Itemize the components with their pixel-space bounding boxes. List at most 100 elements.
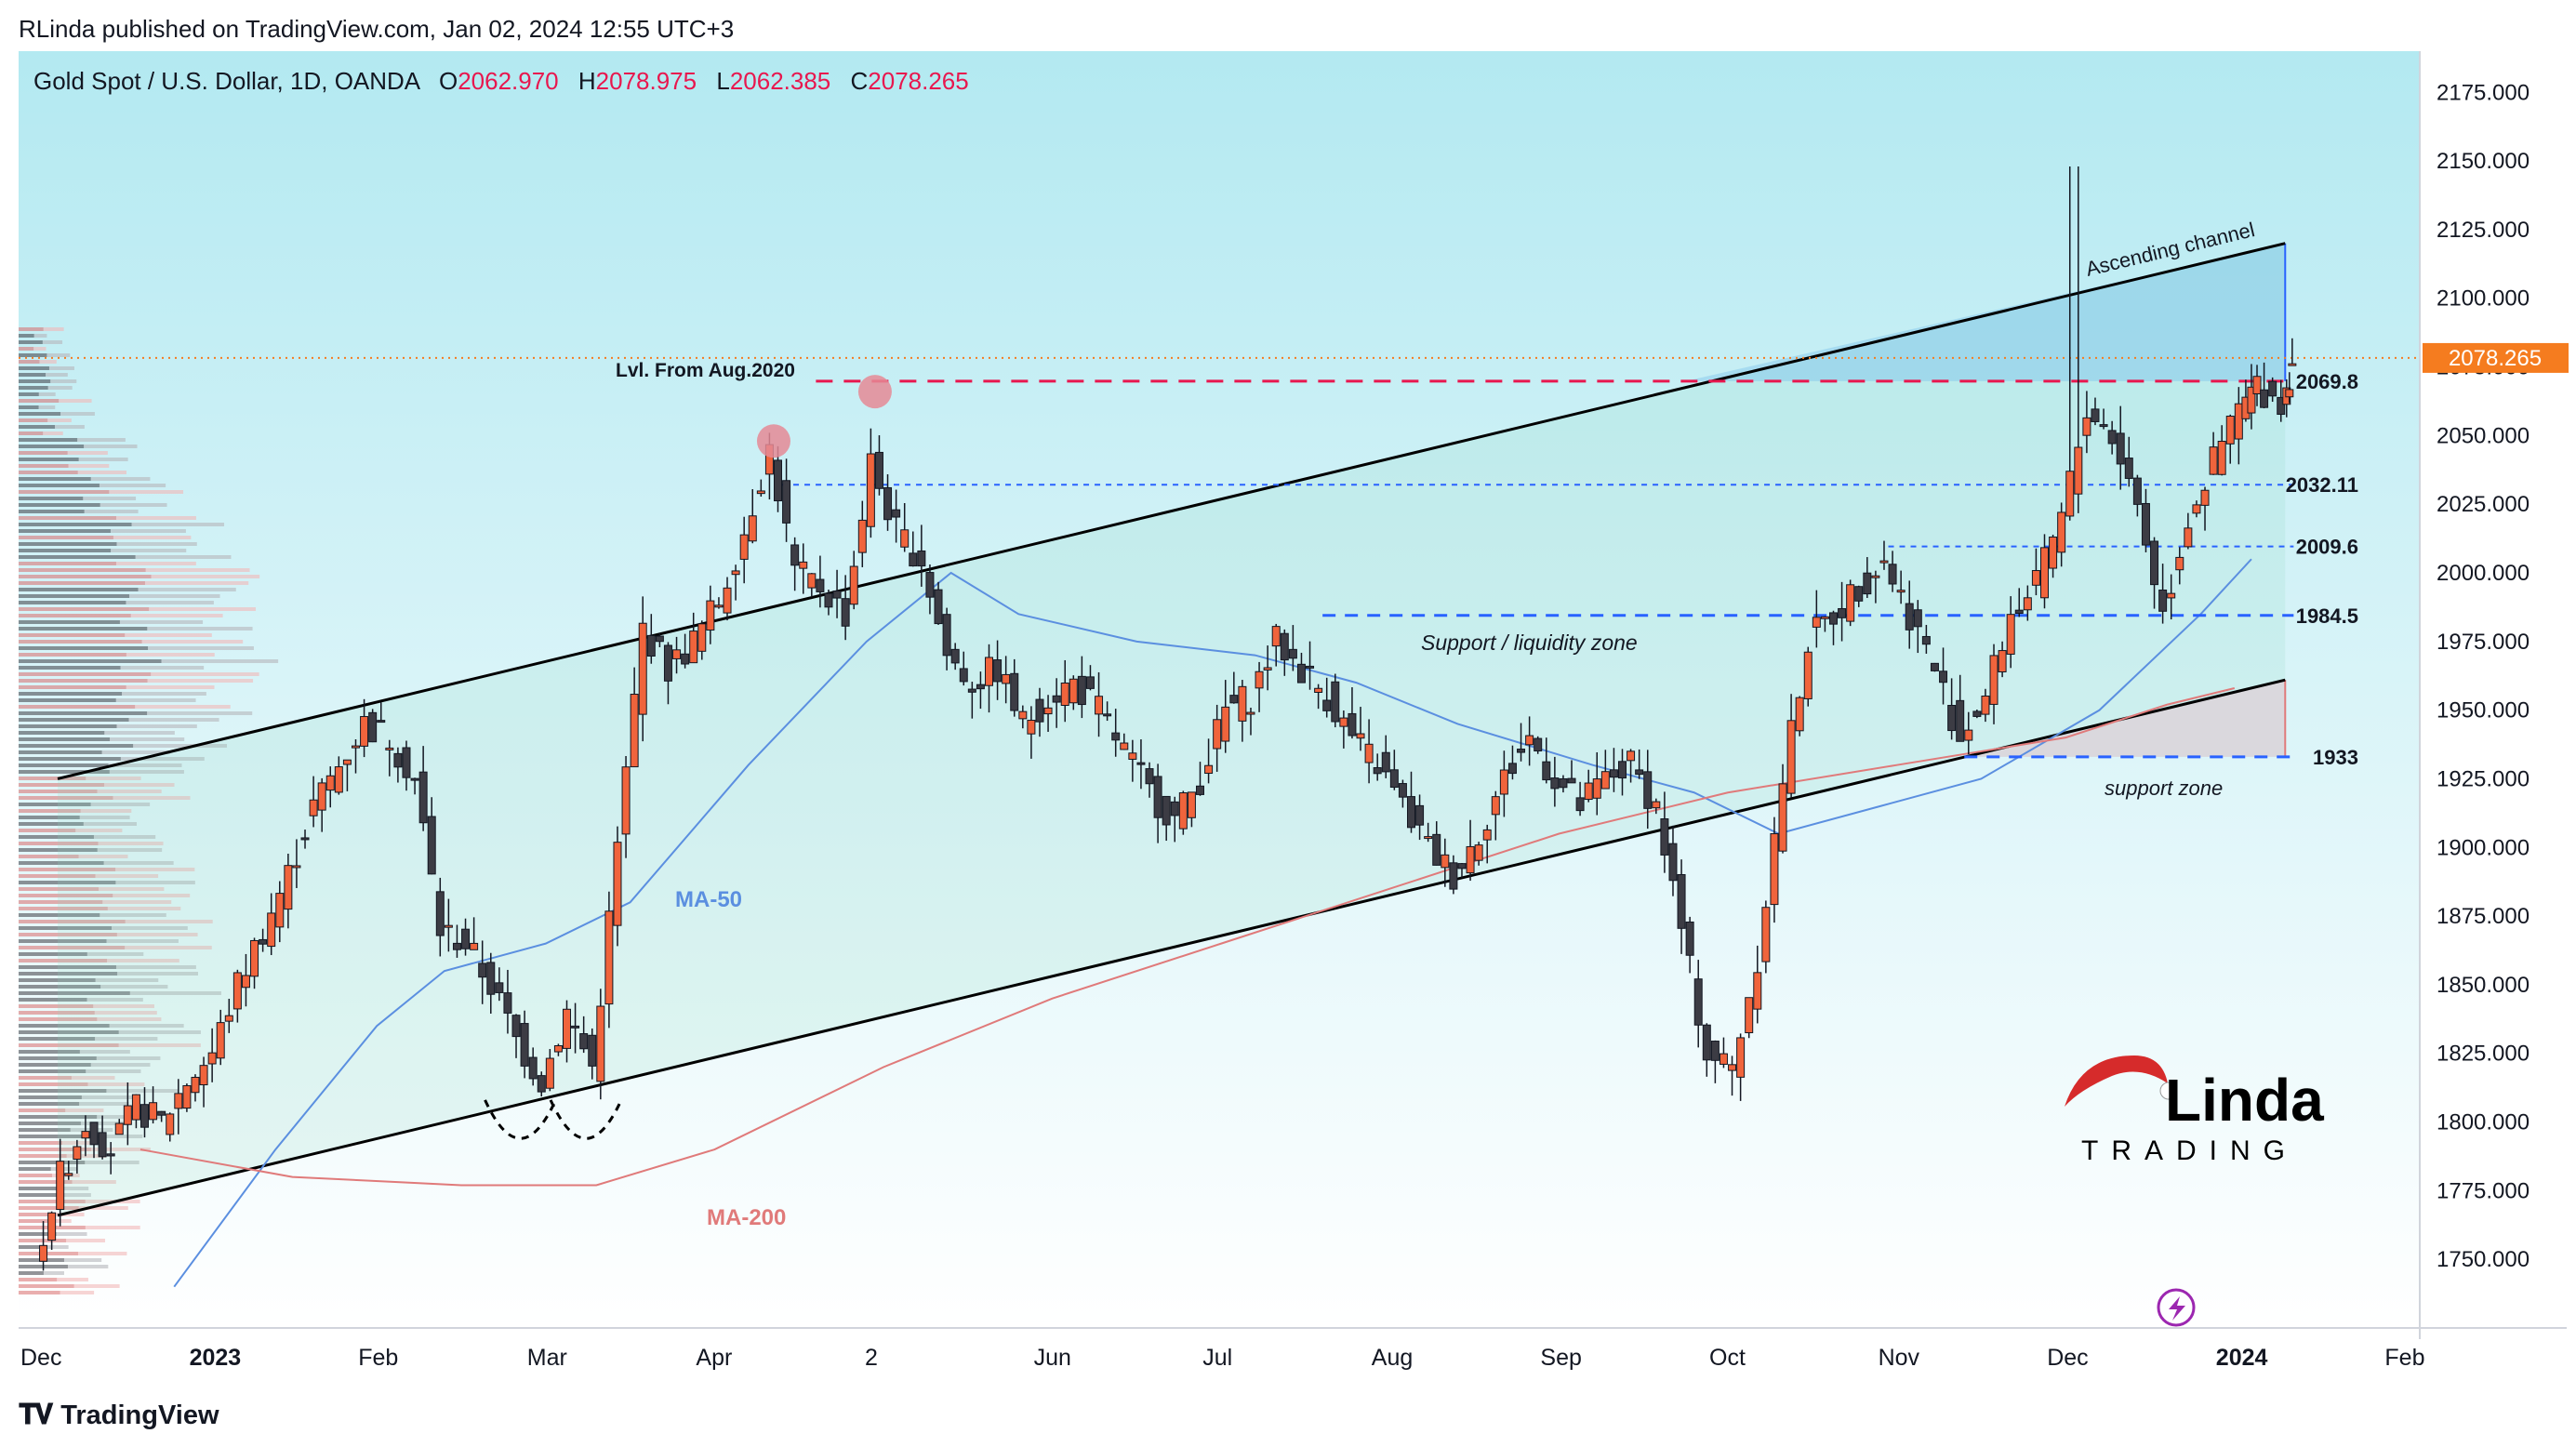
volume-profile-bar xyxy=(90,803,151,806)
resistance-touch-marker xyxy=(857,375,892,409)
candle-body xyxy=(377,720,386,724)
volume-profile-bar xyxy=(129,991,221,995)
ma-200-line xyxy=(139,687,2236,1187)
candle-body xyxy=(2247,386,2256,414)
candle-body xyxy=(2175,556,2184,571)
candle-body xyxy=(663,644,672,682)
x-tick-label: Oct xyxy=(1709,1345,1746,1371)
volume-profile-bar xyxy=(148,646,254,650)
candle-body xyxy=(1491,796,1500,816)
candle-body xyxy=(621,766,631,835)
candle-body xyxy=(1238,685,1247,722)
volume-profile-bar xyxy=(109,490,184,494)
volume-profile-bar xyxy=(144,581,249,585)
volume-profile-bar xyxy=(115,562,196,565)
candle-body xyxy=(782,480,791,524)
candle-body xyxy=(334,766,343,793)
volume-profile-bar xyxy=(19,464,69,468)
candle-body xyxy=(1710,1041,1720,1061)
high-value: 2078.975 xyxy=(595,67,697,95)
volume-profile-bar xyxy=(120,666,205,670)
volume-profile-bar xyxy=(46,353,71,357)
candle-body xyxy=(2091,408,2100,422)
volume-profile-bar xyxy=(104,731,175,735)
candle-body xyxy=(655,635,664,643)
volume-profile-bar xyxy=(116,516,196,520)
channel-top-trendline xyxy=(57,242,2286,780)
candle-body xyxy=(2040,547,2049,599)
candle-body xyxy=(73,1146,82,1161)
candle-body xyxy=(1871,575,1880,578)
candle-body xyxy=(1913,609,1922,628)
candle-body xyxy=(723,587,732,614)
candle-body xyxy=(942,614,951,657)
candle-body xyxy=(2234,403,2243,440)
volume-profile-bar xyxy=(19,1180,73,1184)
candle-body xyxy=(402,747,411,778)
volume-profile-bar xyxy=(19,1082,88,1086)
volume-profile-bar xyxy=(19,926,113,930)
candle-body xyxy=(275,893,285,928)
candle-body xyxy=(1846,584,1855,622)
candle-body xyxy=(596,1005,605,1082)
tradingview-footer[interactable]: 𝐓𝐕 TradingView xyxy=(19,1400,219,1431)
candle-body xyxy=(883,486,893,521)
candle-body xyxy=(857,519,867,553)
ma50-label: MA-50 xyxy=(675,887,742,912)
volume-profile-bar xyxy=(19,445,85,448)
volume-profile-bar xyxy=(19,1135,87,1138)
volume-profile-bar xyxy=(73,1284,120,1288)
volume-profile-bar xyxy=(38,405,56,409)
candle-body xyxy=(300,837,310,841)
candle-body xyxy=(967,688,976,693)
candle-body xyxy=(1517,749,1526,753)
volume-profile-bar xyxy=(19,1161,86,1164)
x-tick-label: Dec xyxy=(2047,1345,2088,1371)
volume-profile-bar xyxy=(129,594,220,598)
candle-body xyxy=(1745,997,1754,1034)
volume-profile-bar xyxy=(19,451,68,455)
volume-profile-bar xyxy=(19,536,113,539)
volume-profile-bar xyxy=(106,1089,179,1093)
volume-profile-bar xyxy=(145,568,250,572)
x-tick-label: Nov xyxy=(1879,1345,1920,1371)
volume-profile-bar xyxy=(96,1056,161,1060)
candle-body xyxy=(140,1104,149,1128)
volume-profile-bar xyxy=(118,1030,201,1034)
y-tick-label: 2150.000 xyxy=(2437,149,2530,174)
volume-profile-bar xyxy=(85,1161,139,1164)
candle-body xyxy=(2268,380,2277,397)
candle-body xyxy=(2252,376,2262,394)
volume-profile-bar xyxy=(19,1069,86,1073)
volume-profile-bar xyxy=(19,1232,57,1236)
x-tick-label: 2023 xyxy=(190,1345,242,1371)
volume-profile-bar xyxy=(106,939,179,943)
volume-profile-bar xyxy=(93,1004,154,1008)
volume-profile-bar xyxy=(19,601,126,604)
volume-profile-bar xyxy=(115,698,196,702)
volume-profile-bar xyxy=(19,555,136,559)
volume-profile-bar xyxy=(19,399,60,403)
candle-body xyxy=(900,529,910,548)
candle-body xyxy=(909,552,918,567)
level-label: 2069.8 xyxy=(2296,370,2358,393)
volume-profile-bar xyxy=(19,790,98,793)
candle-body xyxy=(199,1065,208,1086)
candle-body xyxy=(1559,777,1568,789)
candle-body xyxy=(2006,614,2015,655)
volume-profile-bar xyxy=(19,1206,79,1210)
volume-profile-bar xyxy=(112,926,188,930)
volume-profile-bar xyxy=(19,907,108,910)
y-tick-label: 1900.000 xyxy=(2437,835,2530,860)
candle-body xyxy=(1550,777,1560,790)
volume-profile-bar xyxy=(119,620,204,624)
volume-profile-bar xyxy=(19,698,116,702)
volume-profile-bar xyxy=(43,327,64,331)
candle-body xyxy=(824,592,833,608)
volume-profile-bar xyxy=(57,1187,89,1190)
volume-profile-bar xyxy=(19,529,111,533)
volume-profile-bar xyxy=(19,1128,71,1132)
candle-body xyxy=(604,910,614,1005)
candle-body xyxy=(1854,586,1864,602)
